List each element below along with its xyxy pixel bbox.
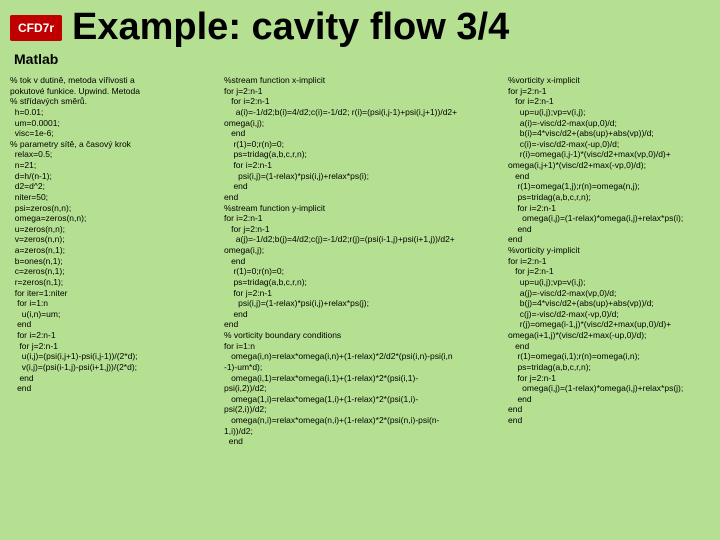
header-bar: CFD7r Example: cavity flow 3/4: [0, 0, 720, 51]
code-column-3: %vorticity x-implicit for j=2:n-1 for i=…: [508, 75, 708, 447]
code-area: % tok v dutině, metoda vířivosti a pokut…: [0, 71, 720, 451]
page-title: Example: cavity flow 3/4: [72, 6, 509, 49]
subtitle: Matlab: [0, 51, 720, 71]
code-column-1: % tok v dutině, metoda vířivosti a pokut…: [10, 75, 210, 447]
course-badge: CFD7r: [10, 15, 62, 41]
code-column-2: %stream function x-implicit for j=2:n-1 …: [224, 75, 494, 447]
